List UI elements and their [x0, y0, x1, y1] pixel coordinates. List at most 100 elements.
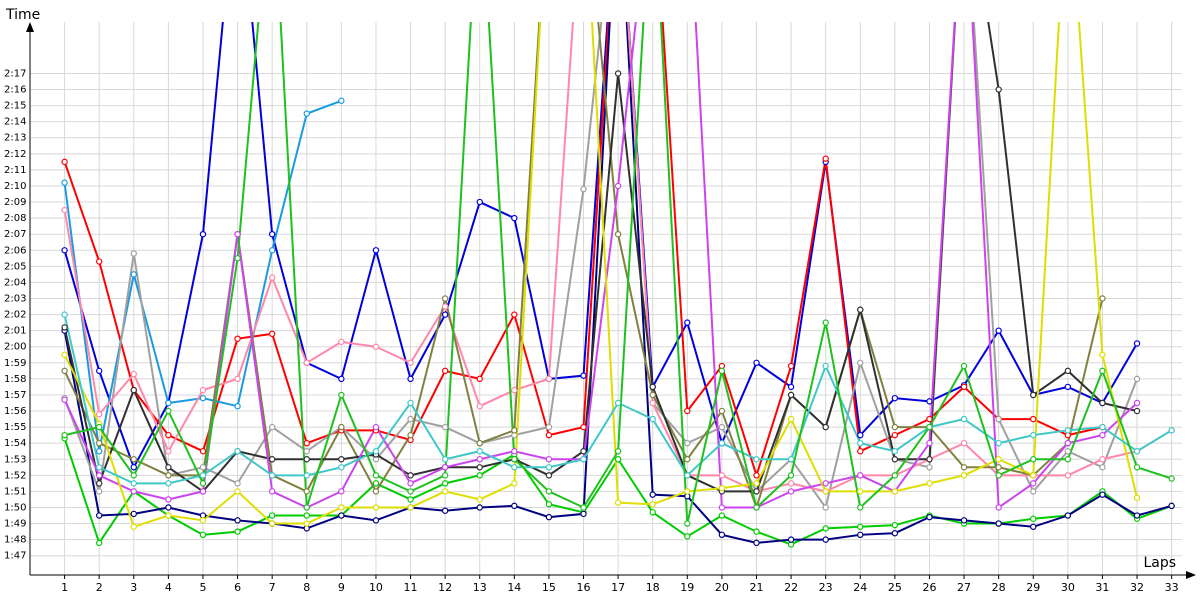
- lap-point: [753, 480, 760, 487]
- lap-point: [995, 415, 1002, 423]
- lap-point: [684, 407, 691, 415]
- lap-point: [165, 399, 172, 407]
- lap-point: [95, 512, 103, 519]
- lap-point: [718, 423, 726, 431]
- lap-point: [822, 423, 829, 431]
- y-tick-label: 1:51: [4, 486, 26, 497]
- lap-point: [268, 456, 276, 463]
- y-tick-label: 1:52: [4, 470, 26, 481]
- lap-point: [822, 155, 829, 162]
- x-tick-label: 15: [542, 581, 556, 594]
- lap-point: [822, 525, 829, 532]
- lap-point: [960, 415, 968, 423]
- lap-point: [130, 271, 137, 278]
- lap-point: [787, 383, 795, 391]
- lap-point: [61, 247, 68, 254]
- x-tick-label: 21: [749, 581, 763, 594]
- lap-point: [545, 464, 553, 471]
- x-tick-label: 1: [61, 581, 68, 594]
- lap-point: [441, 311, 449, 318]
- lap-point: [61, 206, 68, 214]
- x-tick-label: 6: [234, 581, 241, 594]
- lap-point: [268, 423, 276, 431]
- lap-point: [1099, 431, 1106, 439]
- y-tick-label: 2:13: [4, 133, 26, 144]
- lap-point: [268, 472, 276, 479]
- lap-point: [1099, 351, 1106, 358]
- lap-point: [926, 513, 933, 521]
- lap-point: [407, 399, 414, 407]
- lap-point: [407, 415, 414, 423]
- lap-point: [511, 386, 518, 394]
- lap-point: [511, 427, 518, 434]
- lap-point: [1064, 383, 1072, 391]
- lap-point: [1133, 375, 1141, 383]
- lap-point: [95, 258, 103, 265]
- x-tick-label: 19: [680, 581, 694, 594]
- y-tick-label: 2:16: [4, 85, 26, 96]
- x-axis-arrow: [1186, 571, 1196, 579]
- lap-point: [61, 311, 68, 318]
- lap-point: [1099, 367, 1106, 375]
- lap-point: [165, 431, 172, 439]
- y-tick-label: 2:07: [4, 229, 26, 240]
- lap-point: [1030, 472, 1037, 479]
- y-tick-label: 2:12: [4, 149, 26, 160]
- lap-point: [511, 456, 518, 463]
- lap-point: [1030, 415, 1037, 423]
- x-tick-label: 17: [611, 581, 625, 594]
- lap-point: [649, 391, 656, 399]
- lap-point: [441, 472, 449, 479]
- lap-point: [372, 343, 380, 350]
- lap-point: [649, 399, 656, 407]
- lap-point: [787, 362, 795, 370]
- lap-point: [95, 439, 103, 447]
- lap-point: [960, 362, 968, 370]
- lap-point: [891, 488, 899, 495]
- lap-point: [61, 396, 68, 403]
- lap-point: [891, 423, 899, 431]
- lap-point: [995, 439, 1002, 447]
- y-tick-label: 2:06: [4, 245, 26, 256]
- lap-point: [511, 502, 518, 510]
- lap-point: [649, 383, 656, 391]
- lap-point: [372, 247, 380, 254]
- lap-point: [130, 472, 137, 479]
- lap-point: [303, 488, 310, 495]
- lap-point: [649, 415, 656, 423]
- lap-point: [130, 464, 137, 471]
- x-tick-label: 25: [888, 581, 902, 594]
- lap-point: [511, 311, 518, 318]
- lap-point: [857, 431, 864, 439]
- lap-point: [960, 464, 968, 471]
- lap-point: [1168, 475, 1175, 482]
- lap-point: [580, 372, 587, 379]
- lap-point: [441, 303, 449, 310]
- x-tick-label: 7: [269, 581, 276, 594]
- lap-point: [649, 509, 656, 516]
- x-tick-label: 31: [1095, 581, 1109, 594]
- lap-point: [268, 247, 276, 254]
- lap-point: [545, 472, 553, 479]
- x-tick-label: 22: [784, 581, 798, 594]
- y-tick-label: 2:03: [4, 294, 26, 305]
- lap-point: [268, 330, 276, 338]
- lap-point: [199, 448, 207, 455]
- lap-point: [545, 423, 553, 431]
- lap-point: [580, 456, 587, 463]
- lap-point: [95, 367, 103, 375]
- lap-point: [199, 531, 207, 539]
- y-tick-label: 1:53: [4, 454, 26, 465]
- lap-point: [787, 488, 795, 495]
- lap-point: [684, 472, 691, 479]
- lap-point: [753, 539, 760, 547]
- lap-point: [303, 448, 310, 455]
- x-tick-label: 8: [303, 581, 310, 594]
- series-line: [63, 22, 1138, 510]
- lap-point: [1030, 431, 1037, 439]
- lap-point: [476, 198, 483, 206]
- lap-point: [165, 448, 172, 455]
- lap-point: [234, 480, 241, 487]
- lap-point: [199, 464, 207, 471]
